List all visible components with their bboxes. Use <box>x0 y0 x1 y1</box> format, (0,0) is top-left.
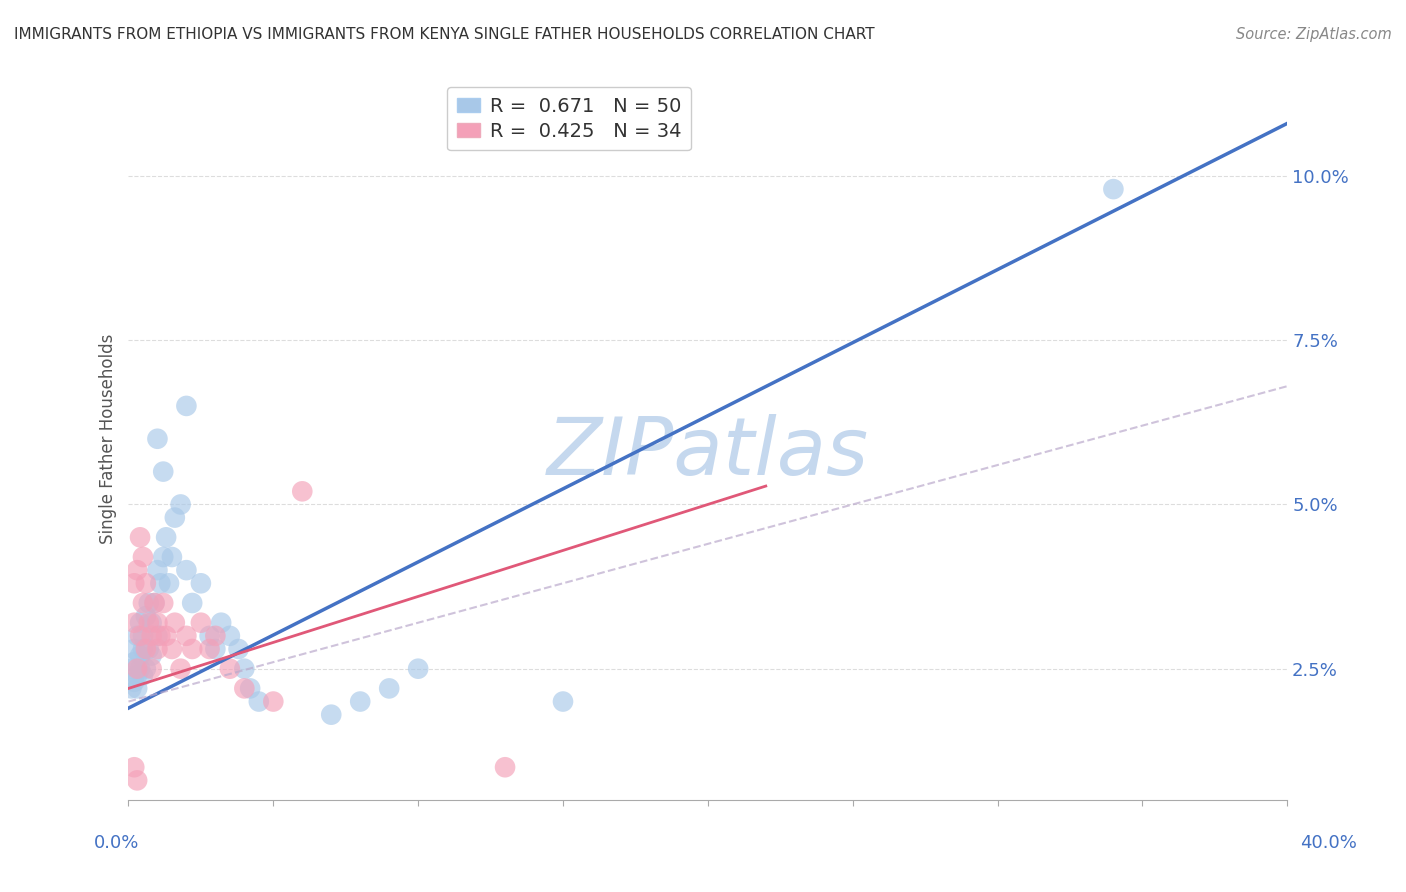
Point <box>138 615 160 630</box>
Point <box>551 694 574 708</box>
Point <box>122 642 145 657</box>
Point <box>218 629 240 643</box>
Point <box>129 530 152 544</box>
Point <box>262 694 284 708</box>
Point <box>291 484 314 499</box>
Point <box>149 629 172 643</box>
Point <box>143 596 166 610</box>
Point <box>138 642 160 657</box>
Point <box>169 498 191 512</box>
Point <box>152 596 174 610</box>
Point <box>127 773 149 788</box>
Point <box>132 549 155 564</box>
Y-axis label: Single Father Households: Single Father Households <box>100 334 117 544</box>
Point <box>149 576 172 591</box>
Point <box>176 629 198 643</box>
Point <box>146 432 169 446</box>
Point <box>129 615 152 630</box>
Point <box>163 510 186 524</box>
Point <box>321 707 343 722</box>
Point <box>141 629 163 643</box>
Point <box>406 662 429 676</box>
Point <box>152 465 174 479</box>
Point <box>138 596 160 610</box>
Point <box>233 681 256 696</box>
Text: IMMIGRANTS FROM ETHIOPIA VS IMMIGRANTS FROM KENYA SINGLE FATHER HOUSEHOLDS CORRE: IMMIGRANTS FROM ETHIOPIA VS IMMIGRANTS F… <box>14 27 875 42</box>
Text: 0.0%: 0.0% <box>94 834 139 852</box>
Point <box>120 662 142 676</box>
Point <box>190 576 212 591</box>
Point <box>135 609 157 624</box>
Point <box>122 674 145 689</box>
Text: Source: ZipAtlas.com: Source: ZipAtlas.com <box>1236 27 1392 42</box>
Point <box>132 596 155 610</box>
Point <box>146 563 169 577</box>
Point <box>122 760 145 774</box>
Point <box>163 615 186 630</box>
Point <box>209 615 232 630</box>
Point <box>190 615 212 630</box>
Point <box>169 662 191 676</box>
Point <box>135 662 157 676</box>
Point <box>218 662 240 676</box>
Point <box>181 642 204 657</box>
Point <box>127 681 149 696</box>
Point <box>198 629 221 643</box>
Point <box>135 576 157 591</box>
Text: ZIPatlas: ZIPatlas <box>547 414 869 492</box>
Point <box>127 563 149 577</box>
Point <box>247 694 270 708</box>
Point <box>152 549 174 564</box>
Point <box>155 629 177 643</box>
Point <box>160 549 183 564</box>
Point <box>146 642 169 657</box>
Point <box>160 642 183 657</box>
Point <box>181 596 204 610</box>
Point <box>120 681 142 696</box>
Point <box>135 642 157 657</box>
Point <box>127 668 149 682</box>
Point <box>122 655 145 669</box>
Point <box>349 694 371 708</box>
Point <box>204 629 226 643</box>
Point <box>143 596 166 610</box>
Point <box>239 681 262 696</box>
Point <box>122 576 145 591</box>
Point <box>129 662 152 676</box>
Point <box>141 648 163 663</box>
Point <box>378 681 401 696</box>
Point <box>198 642 221 657</box>
Point <box>204 642 226 657</box>
Point <box>127 662 149 676</box>
Point <box>129 648 152 663</box>
Point <box>233 662 256 676</box>
Point <box>132 642 155 657</box>
Point <box>176 563 198 577</box>
Point <box>155 530 177 544</box>
Point <box>1102 182 1125 196</box>
Legend: R =  0.671   N = 50, R =  0.425   N = 34: R = 0.671 N = 50, R = 0.425 N = 34 <box>447 87 690 151</box>
Point <box>132 629 155 643</box>
Point <box>146 615 169 630</box>
Point <box>127 629 149 643</box>
Point <box>132 668 155 682</box>
Point <box>141 615 163 630</box>
Point <box>146 629 169 643</box>
Point <box>176 399 198 413</box>
Point <box>141 662 163 676</box>
Point <box>228 642 250 657</box>
Point <box>122 615 145 630</box>
Point <box>494 760 516 774</box>
Point <box>157 576 180 591</box>
Text: 40.0%: 40.0% <box>1301 834 1357 852</box>
Point <box>129 629 152 643</box>
